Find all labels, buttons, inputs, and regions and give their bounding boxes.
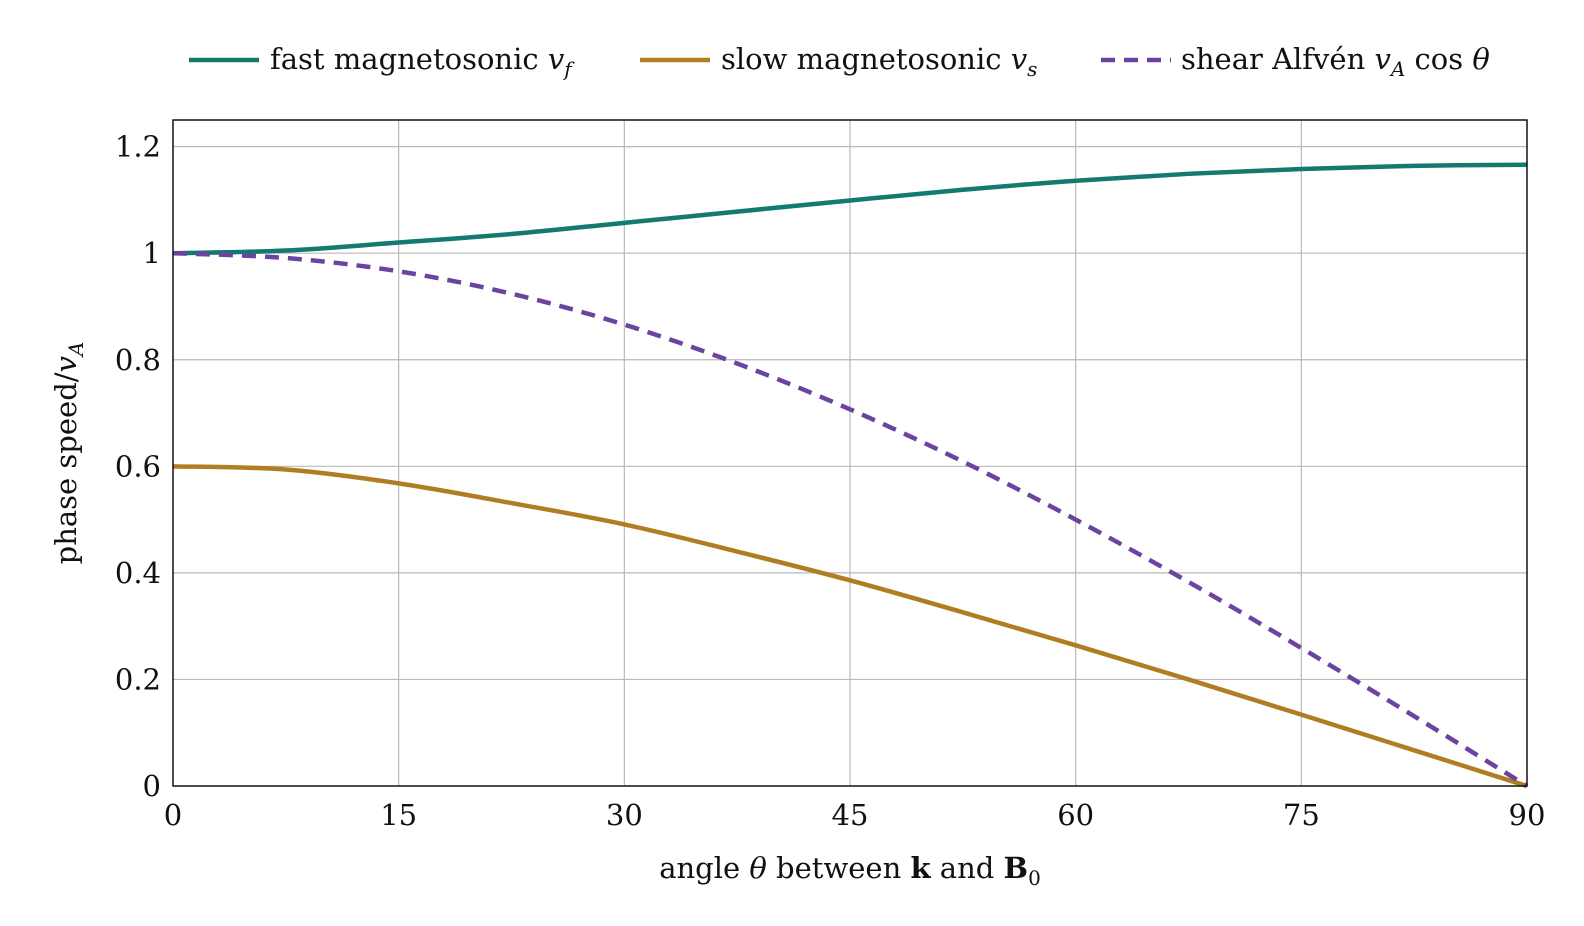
series-line-alfven — [172, 250, 1529, 788]
legend-label-alfven: shear Alfvén vA cos θ — [1181, 42, 1490, 81]
x-axis-label: angle θ between k and B0 — [659, 851, 1041, 890]
series-layer — [172, 162, 1529, 789]
x-tick-label: 30 — [606, 798, 643, 832]
y-tick-label: 0.8 — [115, 343, 161, 377]
series-line-fast — [172, 162, 1528, 256]
y-tick-label: 0 — [143, 769, 161, 803]
y-tick-label: 0.4 — [115, 556, 161, 590]
y-tick-label: 0.6 — [115, 449, 161, 483]
legend-label-fast: fast magnetosonic vf — [270, 42, 575, 81]
x-tick-label: 45 — [832, 798, 869, 832]
legend: fast magnetosonic vf slow magnetosonic v… — [189, 42, 1490, 81]
y-tick-label: 0.2 — [115, 662, 161, 696]
y-tick-label: 1 — [143, 236, 161, 270]
legend-label-slow: slow magnetosonic vs — [721, 42, 1037, 81]
grid — [173, 120, 1527, 786]
x-tick-label: 90 — [1509, 798, 1546, 832]
x-tick-label: 60 — [1057, 798, 1094, 832]
x-tick-label: 0 — [164, 798, 182, 832]
y-tick-label: 1.2 — [115, 130, 161, 164]
x-tick-label: 75 — [1283, 798, 1320, 832]
x-tick-label: 15 — [380, 798, 417, 832]
series-line-slow — [172, 464, 1528, 789]
y-axis-label: phase speed/vA — [49, 342, 88, 565]
tick-labels: 0 15 30 45 60 75 90 0 0.2 0.4 0.6 0.8 1 1.2 — [115, 130, 1546, 832]
plot-frame — [172, 119, 1528, 787]
